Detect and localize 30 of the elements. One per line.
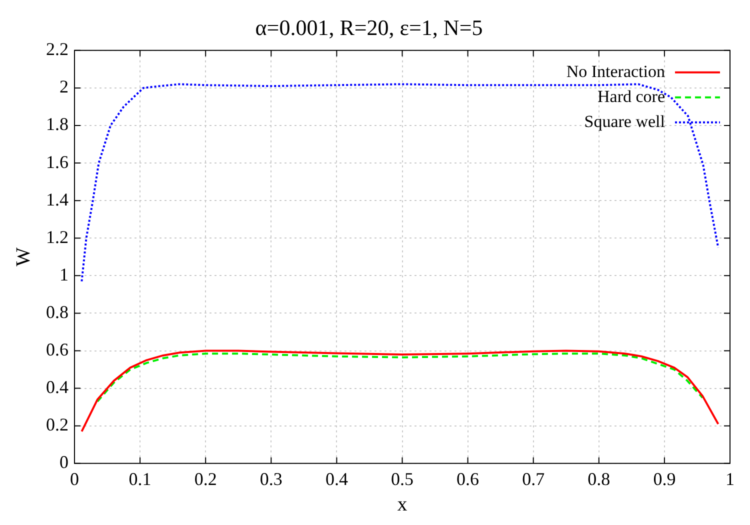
y-tick-label: 0.2	[46, 414, 68, 435]
line-series	[96, 352, 704, 402]
y-tick-label: 2	[60, 76, 68, 97]
x-tick-label: 0.3	[260, 468, 282, 489]
legend-label: Square well	[584, 112, 666, 131]
x-tick-label: 0.7	[522, 468, 545, 489]
legend-label: Hard core	[598, 86, 665, 106]
y-tick-label: 1	[60, 264, 68, 284]
x-axis-title: x	[397, 493, 408, 516]
x-tick-label: 0.2	[194, 468, 217, 489]
legend-label: No Interaction	[566, 62, 666, 81]
y-tick-label: 0	[60, 452, 68, 472]
y-tick-label: 1.8	[46, 114, 68, 134]
x-tick-label: 0.8	[588, 468, 610, 489]
x-tick-label: 0.6	[456, 468, 480, 489]
x-tick-label: 0.9	[653, 468, 676, 489]
y-tick-label: 1.6	[46, 152, 68, 172]
y-tick-label: 1.2	[46, 226, 68, 247]
x-tick-label: 0.5	[391, 468, 414, 489]
y-tick-label: 2.2	[46, 39, 68, 60]
y-tick-label: 0.8	[46, 302, 68, 322]
chart-title: α=0.001, R=20, ε=1, N=5	[255, 14, 483, 40]
x-tick-label: 0.4	[325, 468, 348, 489]
y-tick-label: 0.4	[46, 377, 68, 398]
x-tick-label: 0.1	[128, 468, 152, 489]
y-tick-label: 1.4	[46, 189, 68, 210]
y-axis-title: W	[12, 247, 34, 266]
line-series	[80, 83, 720, 282]
x-tick-label: 1	[726, 468, 734, 489]
y-tick-label: 0.6	[46, 340, 68, 360]
